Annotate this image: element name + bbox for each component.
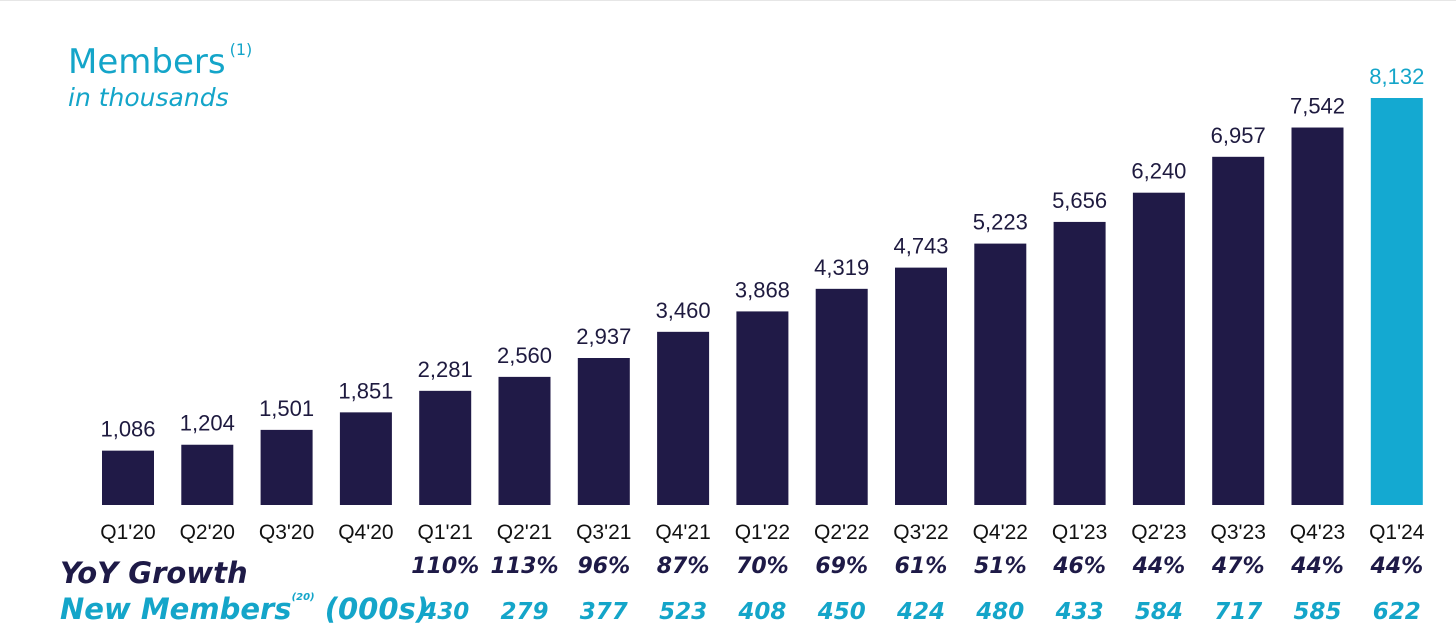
new-members-7: 523	[659, 599, 707, 625]
value-label-14: 6,957	[1211, 123, 1266, 148]
category-label-5: Q2'21	[497, 521, 552, 544]
value-label-7: 3,460	[656, 298, 711, 323]
new-members-6: 377	[580, 599, 628, 625]
yoy-growth-4: 110%	[411, 554, 479, 579]
category-label-15: Q4'23	[1290, 521, 1345, 544]
yoy-growth-15: 44%	[1290, 554, 1344, 579]
yoy-growth-label: YoY Growth	[60, 556, 248, 590]
bar-11	[974, 243, 1027, 506]
new-members-unit: (000s)	[324, 592, 430, 626]
category-label-6: Q3'21	[576, 521, 631, 544]
new-members-footnote: (20)	[291, 592, 315, 604]
category-label-16: Q1'24	[1369, 521, 1425, 544]
new-members-label-text: New Members	[60, 592, 292, 626]
chart-title: Members (1)	[68, 39, 253, 82]
value-label-13: 6,240	[1131, 159, 1186, 184]
chart-subtitle: in thousands	[68, 83, 229, 112]
value-label-3: 1,851	[338, 378, 393, 403]
bar-9	[815, 288, 868, 505]
bar-13	[1132, 192, 1185, 506]
bar-12	[1053, 221, 1106, 505]
new-members-label: New Members(20) (000s)	[60, 592, 429, 626]
yoy-growth-13: 44%	[1132, 554, 1186, 579]
bar-10	[895, 267, 947, 505]
category-label-9: Q2'22	[814, 521, 869, 544]
category-label-8: Q1'22	[735, 521, 790, 544]
bar-1	[181, 444, 234, 505]
yoy-growth-8: 70%	[736, 554, 789, 579]
category-label-2: Q3'20	[259, 521, 314, 544]
new-members-9: 450	[817, 599, 866, 625]
value-label-8: 3,868	[735, 277, 790, 302]
bar-4	[419, 390, 472, 505]
value-label-0: 1,086	[100, 417, 155, 442]
category-label-13: Q2'23	[1131, 521, 1186, 544]
category-label-7: Q4'21	[655, 521, 710, 544]
yoy-growth-6: 96%	[577, 554, 630, 579]
value-label-2: 1,501	[259, 396, 314, 421]
chart-title-text: Members	[68, 42, 226, 82]
top-border	[0, 0, 1456, 1]
yoy-growth-7: 87%	[657, 554, 710, 579]
new-members-8: 408	[737, 599, 786, 625]
new-members-16: 622	[1373, 599, 1421, 625]
value-label-16: 8,132	[1369, 64, 1424, 89]
yoy-growth-11: 51%	[974, 554, 1027, 579]
yoy-growth-14: 47%	[1211, 554, 1265, 579]
yoy-growth-12: 46%	[1052, 554, 1106, 579]
value-label-12: 5,656	[1052, 188, 1107, 213]
category-label-14: Q3'23	[1211, 521, 1266, 544]
yoy-growth-5: 113%	[491, 554, 559, 579]
chart-title-footnote: (1)	[229, 39, 253, 59]
value-label-6: 2,937	[576, 324, 631, 349]
value-label-11: 5,223	[973, 210, 1028, 235]
category-label-4: Q1'21	[418, 521, 473, 544]
new-members-15: 585	[1293, 599, 1341, 625]
category-label-10: Q3'22	[893, 521, 948, 544]
new-members-5: 279	[500, 599, 548, 625]
new-members-14: 717	[1214, 599, 1262, 625]
yoy-growth-9: 69%	[815, 554, 868, 579]
bar-16	[1370, 98, 1423, 505]
bar-8	[736, 311, 789, 505]
bar-2	[260, 429, 313, 505]
new-members-11: 480	[975, 599, 1024, 625]
bar-15	[1291, 127, 1344, 505]
yoy-growth-16: 44%	[1369, 554, 1423, 579]
bar-3	[339, 412, 392, 505]
category-label-11: Q4'22	[973, 521, 1028, 544]
category-label-0: Q1'20	[100, 521, 155, 544]
bar-14	[1212, 156, 1265, 505]
category-label-1: Q2'20	[180, 521, 235, 544]
bar-0	[102, 450, 154, 505]
value-label-9: 4,319	[814, 255, 869, 280]
new-members-12: 433	[1055, 599, 1104, 625]
value-label-1: 1,204	[180, 411, 235, 436]
value-label-4: 2,281	[418, 357, 473, 382]
new-members-13: 584	[1135, 599, 1183, 625]
category-label-12: Q1'23	[1052, 521, 1107, 544]
value-label-15: 7,542	[1290, 94, 1345, 119]
bar-6	[577, 358, 630, 505]
yoy-growth-10: 61%	[895, 554, 948, 579]
category-label-3: Q4'20	[338, 521, 393, 544]
bar-7	[657, 331, 710, 505]
value-label-5: 2,560	[497, 343, 552, 368]
value-label-10: 4,743	[893, 234, 948, 259]
bar-5	[498, 376, 551, 505]
new-members-4: 430	[420, 599, 469, 625]
new-members-10: 424	[896, 599, 945, 625]
